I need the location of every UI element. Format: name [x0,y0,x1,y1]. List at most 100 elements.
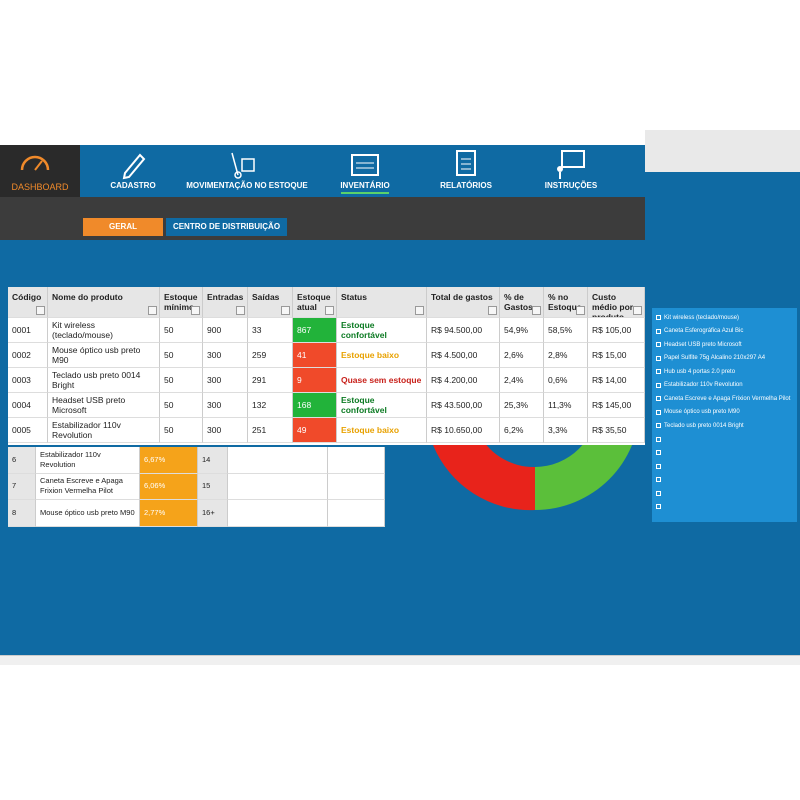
legend-label: Mouse óptico usb preto M90 [664,409,740,416]
legend-item[interactable]: Hub usb 4 portas 2.0 preto [656,365,793,379]
ranking-cell [328,447,385,474]
filter-button[interactable] [532,306,541,315]
filter-button[interactable] [633,306,642,315]
ranking-cell: 2,77% [140,500,198,527]
legend-item[interactable] [656,433,793,447]
ranking-cell: 6,06% [140,473,198,500]
checkbox[interactable] [656,396,661,402]
checkbox[interactable] [656,463,661,469]
checkbox[interactable] [656,504,661,510]
filter-button[interactable] [191,306,200,315]
checkbox[interactable] [656,315,661,321]
legend-label: Caneta Esferográfica Azul Bic [664,328,744,335]
table-cell: R$ 43.500,00 [427,393,500,418]
checkbox[interactable] [656,328,661,334]
filter-button[interactable] [415,306,424,315]
nav-bar [0,145,645,197]
checkbox[interactable] [656,342,661,348]
column-header: Entradas [203,287,248,318]
table-cell: 25,3% [500,393,544,418]
legend-item[interactable]: Mouse óptico usb preto M90 [656,406,793,420]
table-cell: R$ 94.500,00 [427,318,500,343]
column-header: Saídas [248,287,293,318]
ranking-cell: 14 [198,447,228,474]
filter-button[interactable] [148,306,157,315]
checkbox[interactable] [656,369,661,375]
filter-button[interactable] [36,306,45,315]
column-header: Estoque atual [293,287,337,318]
table-cell: 867 [293,318,337,343]
ranking-cell: Caneta Escreve e Apaga Frixion Vermelha … [36,473,140,500]
tab[interactable]: CENTRO DE DISTRIBUIÇÃO [166,218,287,236]
table-cell: R$ 15,00 [588,343,645,368]
legend-item[interactable] [656,487,793,501]
filter-button[interactable] [325,306,334,315]
legend-item[interactable]: Caneta Esferográfica Azul Bic [656,325,793,339]
table-cell: 251 [248,418,293,443]
legend-item[interactable]: Caneta Escreve e Apaga Frixion Vermelha … [656,392,793,406]
legend-label: Caneta Escreve e Apaga Frixion Vermelha … [664,395,791,402]
nav-logo[interactable]: DASHBOARD [0,145,80,197]
table-cell: Teclado usb preto 0014 Bright [48,368,160,393]
legend-label: Hub usb 4 portas 2.0 preto [664,368,736,375]
ranking-cell: 6,67% [140,447,198,474]
table-cell: R$ 35,50 [588,418,645,443]
checkbox[interactable] [656,382,661,388]
scrollbar [0,655,800,665]
checkbox[interactable] [656,477,661,483]
ranking-cell: 16+ [198,500,228,527]
table-cell: R$ 145,00 [588,393,645,418]
table-cell: 58,5% [544,318,588,343]
legend-item[interactable] [656,473,793,487]
nav-item[interactable]: CADASTRO [110,181,156,190]
checkbox[interactable] [656,409,661,415]
table-cell: 900 [203,318,248,343]
filter-button[interactable] [576,306,585,315]
table-cell: 50 [160,418,203,443]
nav-item[interactable]: INSTRUÇÕES [544,181,598,190]
table-cell: 50 [160,393,203,418]
legend-item[interactable]: Headset USB preto Microsoft [656,338,793,352]
legend-item[interactable]: Kit wireless (teclado/mouse) [656,311,793,325]
checkbox[interactable] [656,423,661,429]
legend-item[interactable]: Papel Sulfite 75g Alcalino 210x297 A4 [656,352,793,366]
table-cell: Mouse óptico usb preto M90 [48,343,160,368]
legend-item[interactable]: Estabilizador 110v Revolution [656,379,793,393]
checkbox[interactable] [656,355,661,361]
ranking-cell: 7 [8,473,36,500]
checkbox[interactable] [656,436,661,442]
filter-button[interactable] [236,306,245,315]
checkbox[interactable] [656,490,661,496]
ranking-cell [228,447,328,474]
table-cell: Kit wireless (teclado/mouse) [48,318,160,343]
column-header: Estoque mínimo [160,287,203,318]
checkbox[interactable] [656,450,661,456]
nav-item[interactable]: INVENTÁRIO [340,181,390,190]
table-cell: 3,3% [544,418,588,443]
table-cell: 300 [203,418,248,443]
table-cell: 2,8% [544,343,588,368]
ranking-cell: Mouse óptico usb preto M90 [36,500,140,527]
filter-button[interactable] [281,306,290,315]
table-cell: Estoque baixo [337,343,427,368]
tab[interactable]: GERAL [83,218,163,236]
nav-item[interactable]: MOVIMENTAÇÃO NO ESTOQUE [186,181,308,190]
table-cell: 49 [293,418,337,443]
nav-item[interactable]: RELATÓRIOS [440,181,492,190]
ranking-cell [328,473,385,500]
legend-item[interactable] [656,460,793,474]
table-cell: Estabilizador 110v Revolution [48,418,160,443]
table-cell: 300 [203,343,248,368]
legend-item[interactable] [656,500,793,514]
ranking-cell: 6 [8,447,36,474]
table-cell: 11,3% [544,393,588,418]
ranking-table: 6 Estabilizador 110v Revolution 6,67% 14 7 Ca… [8,447,385,527]
table-cell: 291 [248,368,293,393]
legend-item[interactable]: Teclado usb preto 0014 Bright [656,419,793,433]
table-cell: 0001 [8,318,48,343]
filter-button[interactable] [488,306,497,315]
ranking-cell: 8 [8,500,36,527]
table-cell: 168 [293,393,337,418]
legend-item[interactable] [656,446,793,460]
